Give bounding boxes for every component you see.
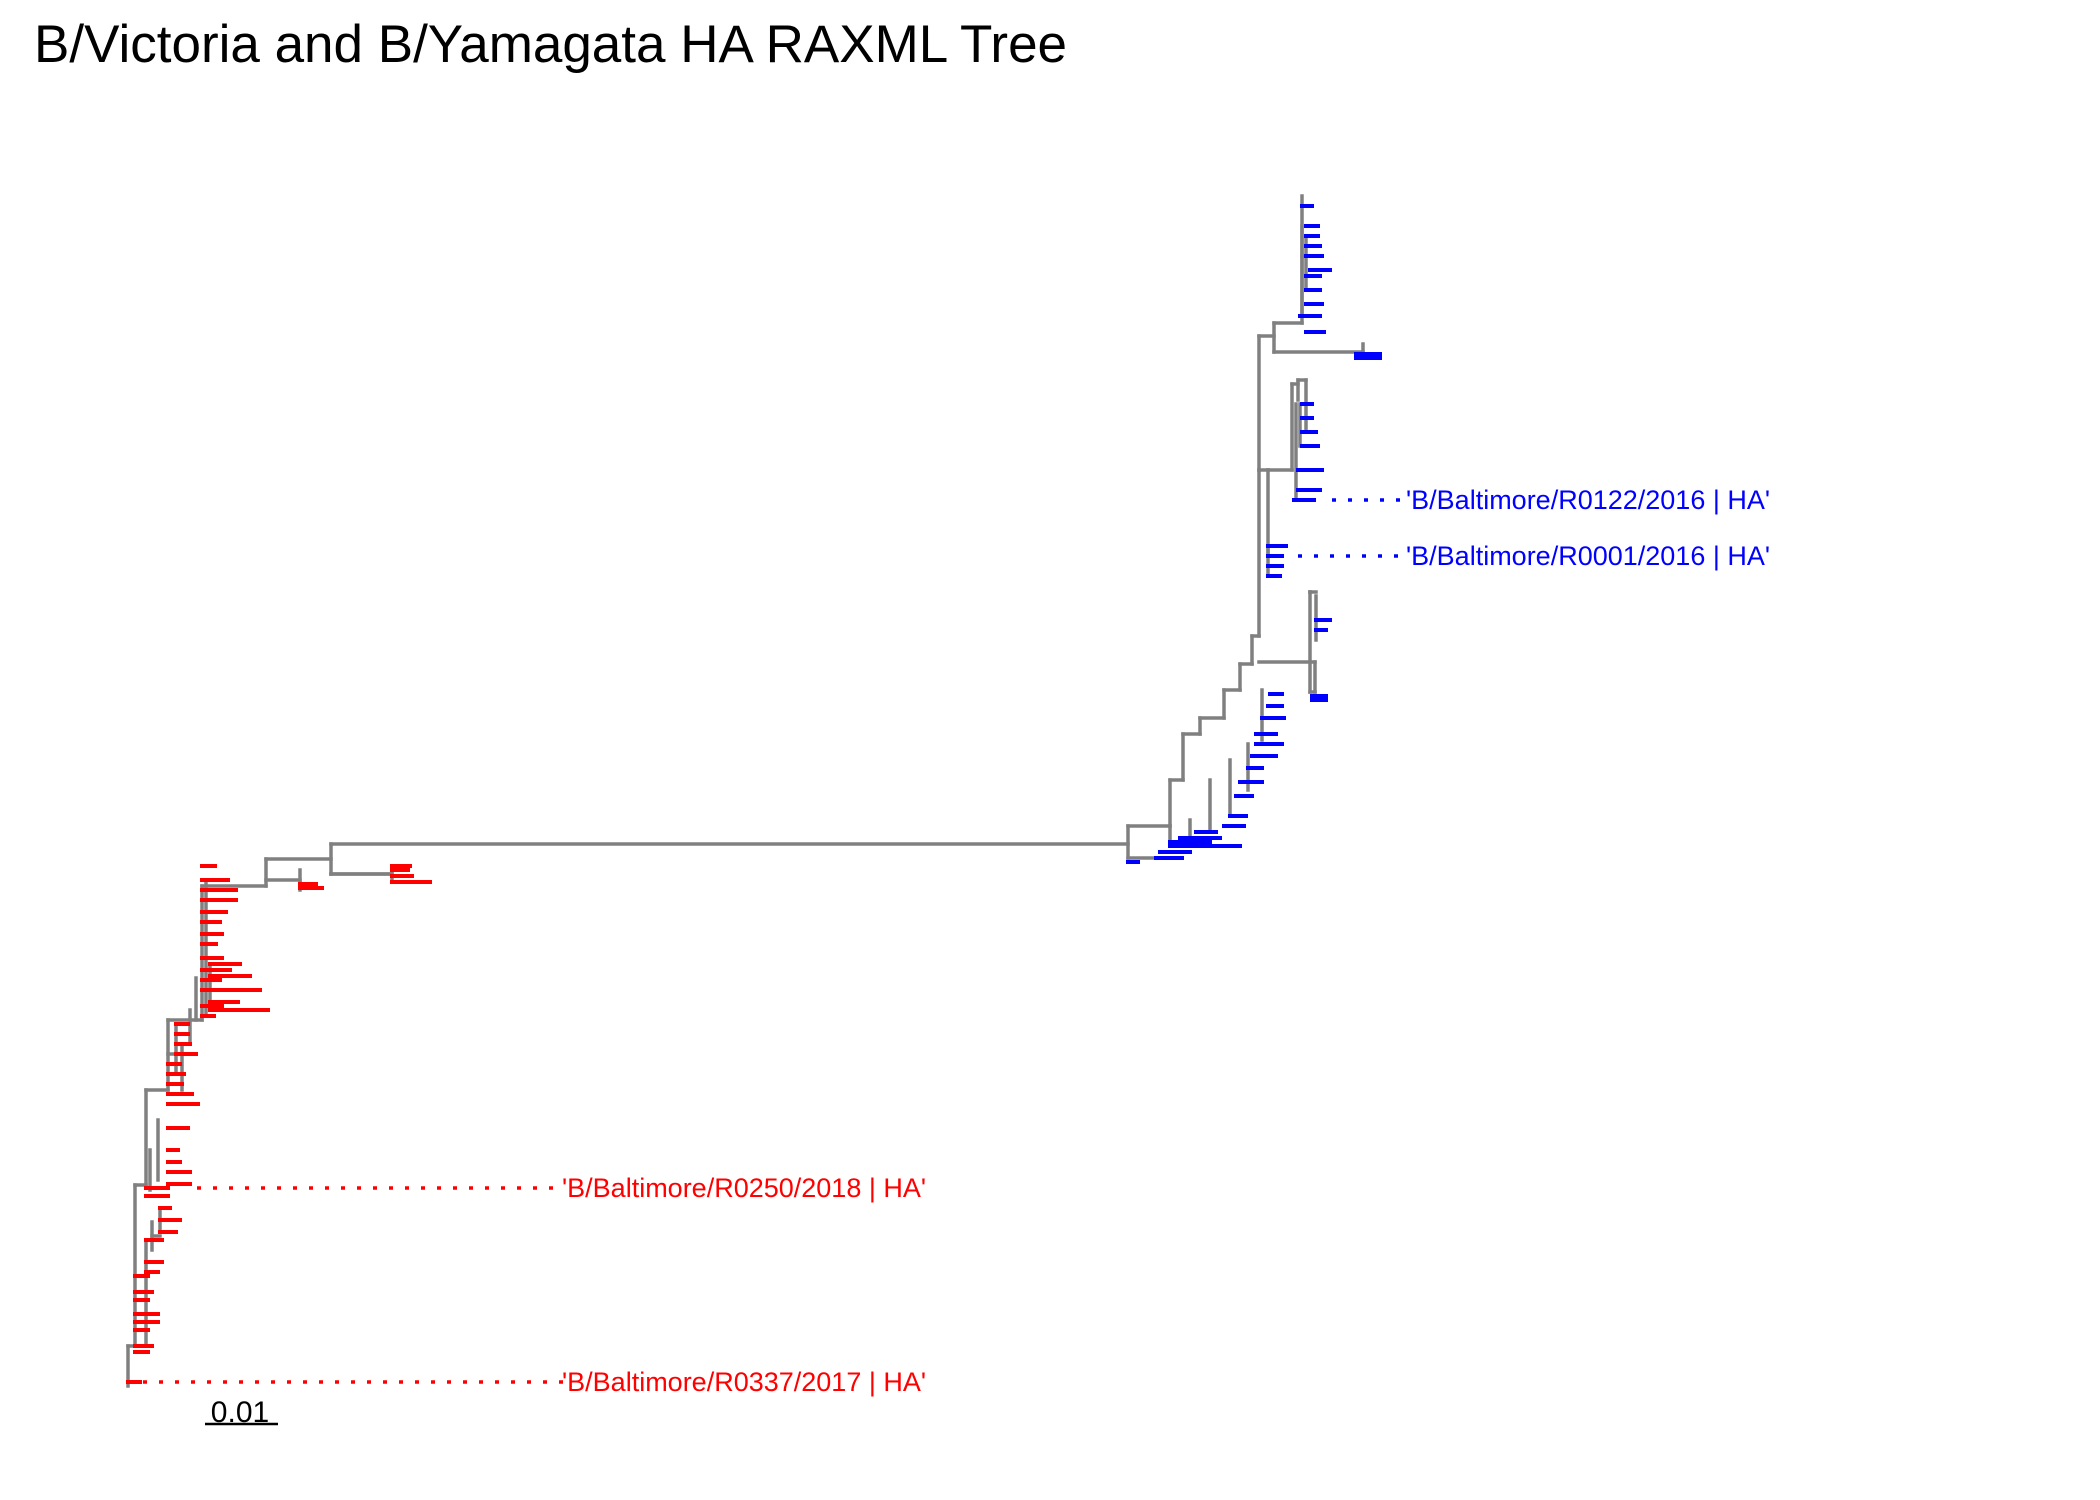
tip-label-r0250: 'B/Baltimore/R0250/2018 | HA' — [562, 1173, 926, 1203]
tree-tips — [126, 204, 1382, 1384]
scale-bar: 0.01 — [205, 1396, 278, 1429]
tip-callout-r0122: 'B/Baltimore/R0122/2016 | HA' — [1332, 485, 1770, 515]
tip-callout-r0250: 'B/Baltimore/R0250/2018 | HA' — [197, 1173, 926, 1203]
tip-callout-r0337: 'B/Baltimore/R0337/2017 | HA' — [127, 1367, 926, 1397]
tip-label-r0001: 'B/Baltimore/R0001/2016 | HA' — [1406, 541, 1770, 571]
tree-branches — [126, 194, 1365, 1388]
tip-label-r0122: 'B/Baltimore/R0122/2016 | HA' — [1406, 485, 1770, 515]
tip-callout-r0001: 'B/Baltimore/R0001/2016 | HA' — [1298, 541, 1770, 571]
tip-label-r0337: 'B/Baltimore/R0337/2017 | HA' — [562, 1367, 926, 1397]
figure-title: B/Victoria and B/Yamagata HA RAXML Tree — [34, 15, 1068, 74]
